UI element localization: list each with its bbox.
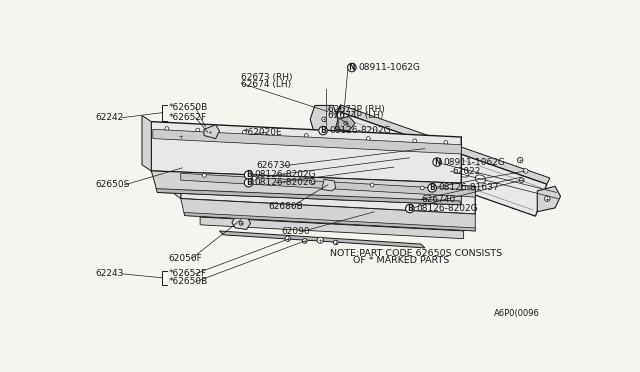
- Ellipse shape: [358, 134, 369, 142]
- Ellipse shape: [442, 163, 452, 171]
- Circle shape: [239, 221, 243, 225]
- Polygon shape: [310, 106, 338, 135]
- Circle shape: [196, 128, 200, 132]
- Text: 62242: 62242: [95, 113, 123, 122]
- Text: 08126-81637: 08126-81637: [438, 183, 499, 192]
- Polygon shape: [337, 105, 550, 184]
- Polygon shape: [151, 122, 461, 183]
- Circle shape: [303, 239, 307, 243]
- Text: 62090: 62090: [281, 227, 310, 236]
- Polygon shape: [142, 115, 151, 171]
- Polygon shape: [200, 206, 463, 231]
- Text: *62650B: *62650B: [168, 103, 207, 112]
- Circle shape: [285, 236, 291, 241]
- Text: A6P0(0096: A6P0(0096: [494, 310, 540, 318]
- Ellipse shape: [425, 157, 435, 166]
- Circle shape: [333, 240, 338, 245]
- Text: *62652F: *62652F: [168, 113, 207, 122]
- Polygon shape: [326, 105, 340, 143]
- Polygon shape: [204, 125, 220, 139]
- Text: 62674 (LH): 62674 (LH): [241, 80, 291, 89]
- Polygon shape: [175, 165, 180, 199]
- Circle shape: [165, 126, 169, 131]
- Polygon shape: [184, 212, 476, 231]
- Text: 62673P (RH): 62673P (RH): [328, 105, 385, 113]
- Ellipse shape: [458, 169, 469, 177]
- Circle shape: [444, 141, 448, 144]
- Text: OF * MARKED PARTS: OF * MARKED PARTS: [353, 256, 449, 265]
- Text: *62020E: *62020E: [244, 128, 282, 137]
- Polygon shape: [153, 129, 461, 154]
- Circle shape: [348, 63, 356, 72]
- Text: 08911-1062G: 08911-1062G: [358, 63, 420, 72]
- Circle shape: [178, 133, 184, 140]
- Circle shape: [344, 121, 348, 125]
- Text: 62022: 62022: [452, 167, 481, 176]
- Text: N: N: [434, 158, 440, 167]
- Circle shape: [305, 134, 308, 137]
- Circle shape: [244, 179, 253, 187]
- Text: B: B: [246, 178, 252, 187]
- Text: *62650B: *62650B: [168, 277, 207, 286]
- Polygon shape: [200, 217, 463, 239]
- Polygon shape: [156, 189, 461, 205]
- Text: NOTE:PART CODE 62650S CONSISTS: NOTE:PART CODE 62650S CONSISTS: [330, 249, 502, 258]
- Text: 08126-8202G: 08126-8202G: [329, 126, 391, 135]
- Circle shape: [208, 131, 212, 134]
- Circle shape: [366, 137, 370, 141]
- Circle shape: [202, 173, 206, 177]
- Circle shape: [243, 131, 246, 134]
- Circle shape: [545, 196, 550, 201]
- Circle shape: [420, 186, 424, 190]
- Circle shape: [433, 158, 442, 166]
- Text: 08911-1062G: 08911-1062G: [444, 158, 505, 167]
- Circle shape: [311, 180, 316, 183]
- Text: N: N: [349, 63, 355, 72]
- Polygon shape: [338, 116, 355, 131]
- Text: B: B: [429, 183, 435, 192]
- Text: B: B: [407, 204, 413, 213]
- Text: 626740: 626740: [421, 195, 456, 204]
- Polygon shape: [180, 169, 476, 214]
- Text: 08126-8202G: 08126-8202G: [255, 170, 316, 179]
- Polygon shape: [180, 199, 476, 231]
- Polygon shape: [220, 231, 425, 248]
- Text: 62674P (LH): 62674P (LH): [328, 111, 383, 120]
- Text: B: B: [246, 170, 252, 179]
- Text: *62652F: *62652F: [168, 269, 207, 278]
- Circle shape: [518, 157, 523, 163]
- Text: 62243: 62243: [95, 269, 124, 278]
- Polygon shape: [232, 217, 250, 230]
- Ellipse shape: [408, 151, 419, 160]
- Polygon shape: [537, 186, 561, 212]
- Circle shape: [428, 184, 436, 192]
- Polygon shape: [322, 179, 336, 191]
- Polygon shape: [151, 171, 461, 205]
- Polygon shape: [326, 111, 547, 216]
- Ellipse shape: [392, 146, 402, 154]
- Circle shape: [520, 178, 524, 183]
- Circle shape: [524, 169, 528, 173]
- Circle shape: [319, 126, 327, 135]
- Text: 626730: 626730: [256, 161, 291, 170]
- Text: 08126-8202G: 08126-8202G: [255, 178, 316, 187]
- Text: 62680B: 62680B: [269, 202, 303, 211]
- Text: 08126-8202G: 08126-8202G: [416, 204, 477, 213]
- Text: 62673 (RH): 62673 (RH): [241, 73, 292, 82]
- Ellipse shape: [475, 175, 486, 183]
- Circle shape: [244, 171, 253, 179]
- Circle shape: [370, 183, 374, 187]
- Text: 62650S: 62650S: [95, 180, 129, 189]
- Polygon shape: [180, 173, 476, 197]
- Circle shape: [322, 117, 326, 122]
- Circle shape: [413, 139, 417, 143]
- Circle shape: [406, 204, 414, 213]
- Text: 62050F: 62050F: [168, 254, 202, 263]
- Circle shape: [252, 176, 256, 180]
- Text: B: B: [320, 126, 326, 135]
- Circle shape: [317, 237, 323, 243]
- Ellipse shape: [375, 140, 385, 148]
